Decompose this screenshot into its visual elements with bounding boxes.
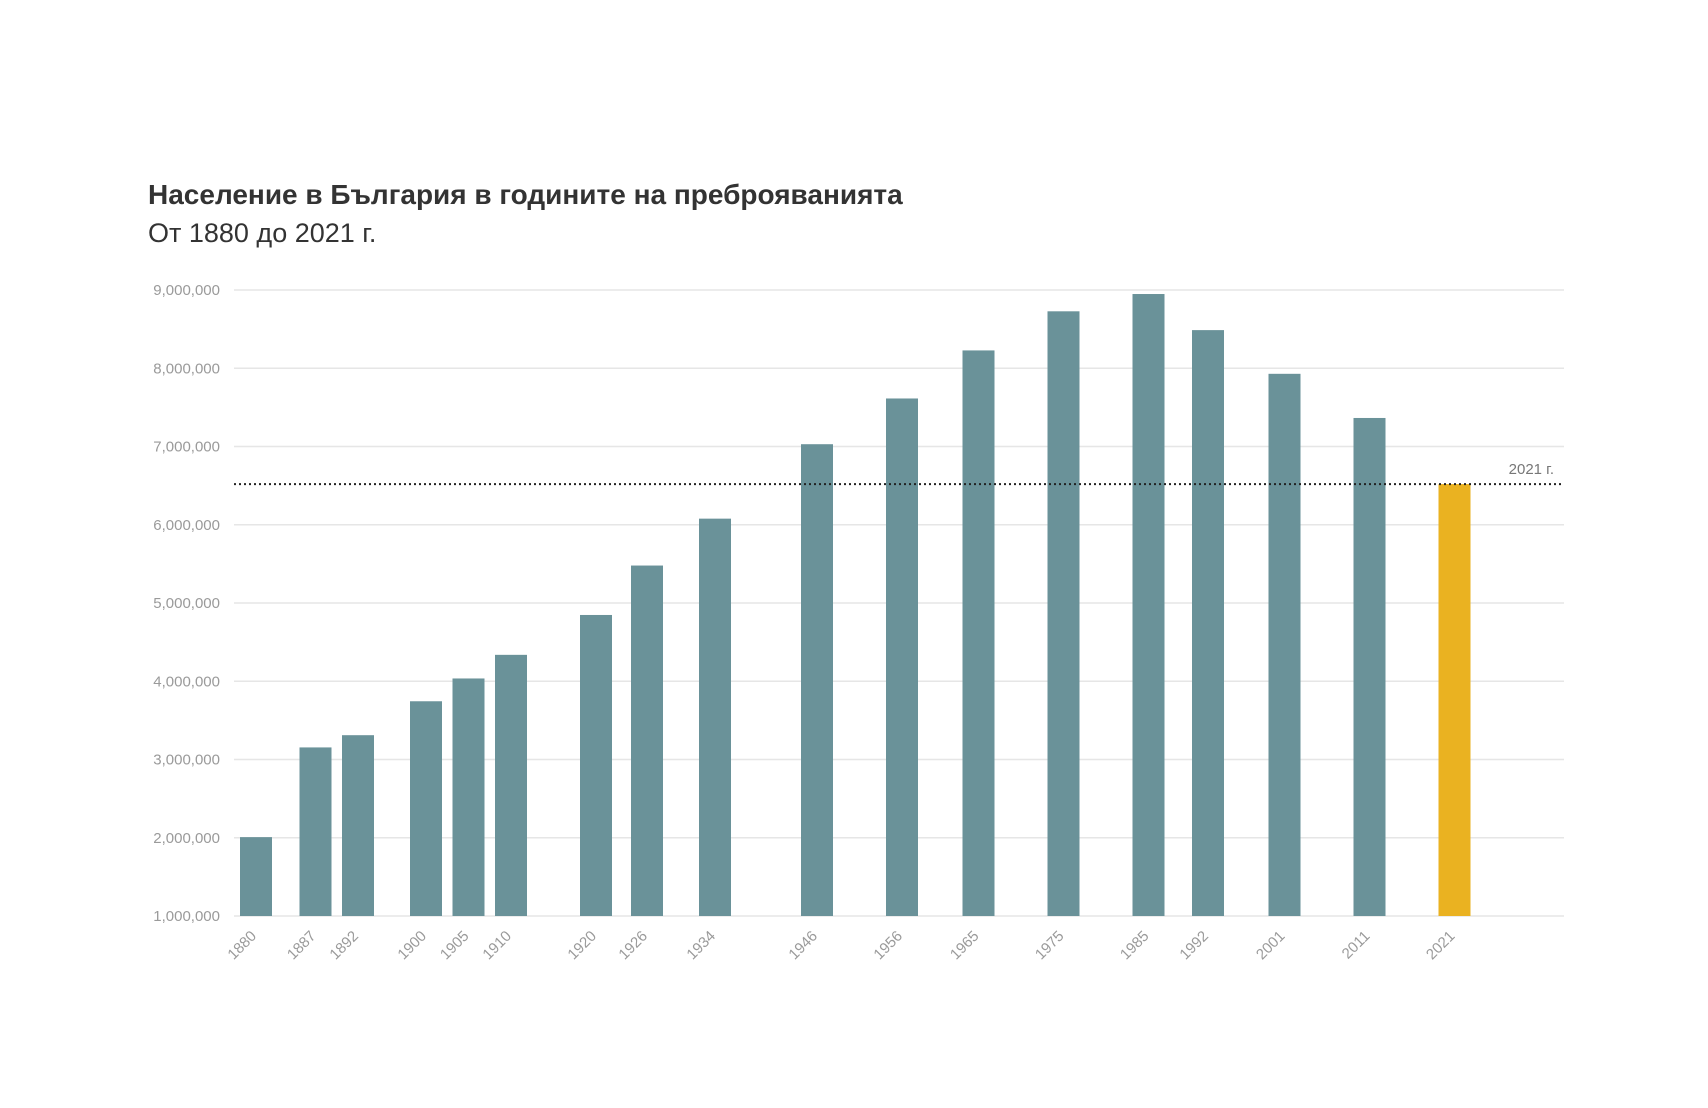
bar-1946 bbox=[801, 444, 833, 916]
bar-1905 bbox=[452, 678, 485, 916]
x-axis-tick-labels: 1880 1887 1892 1900 1905 1910 1920 1926 1934 1946… bbox=[224, 928, 1458, 964]
chart-title: Население в България в годините на пребр… bbox=[148, 179, 903, 210]
chart-subtitle: От 1880 до 2021 г. bbox=[148, 218, 377, 248]
x-tick-label: 1926 bbox=[615, 928, 651, 964]
bar-1892 bbox=[342, 735, 374, 916]
x-tick-label: 1880 bbox=[224, 928, 260, 964]
x-tick-label: 1965 bbox=[947, 928, 983, 964]
bar-1992 bbox=[1192, 330, 1224, 916]
bar-2011 bbox=[1353, 417, 1386, 916]
bar-1887 bbox=[299, 747, 332, 916]
y-axis-tick-labels: 1,000,000 2,000,000 3,000,000 4,000,000 5,00… bbox=[153, 282, 220, 925]
bar-1956 bbox=[886, 398, 918, 916]
bar-1900 bbox=[410, 701, 442, 916]
x-tick-label: 1956 bbox=[870, 928, 906, 964]
x-tick-label: 1975 bbox=[1032, 928, 1068, 964]
y-tick-label: 1,000,000 bbox=[153, 908, 220, 925]
x-tick-label: 1985 bbox=[1117, 928, 1153, 964]
bar-1880 bbox=[240, 837, 272, 916]
x-tick-label: 1905 bbox=[437, 928, 473, 964]
bar-1926 bbox=[631, 565, 663, 916]
bar-1910 bbox=[495, 654, 527, 916]
y-tick-label: 3,000,000 bbox=[153, 752, 220, 769]
y-tick-label: 2,000,000 bbox=[153, 830, 220, 847]
x-tick-label: 2011 bbox=[1339, 928, 1374, 963]
x-tick-label: 1992 bbox=[1176, 928, 1212, 964]
bar-1934 bbox=[699, 518, 731, 916]
x-tick-label: 2001 bbox=[1253, 928, 1289, 964]
y-tick-label: 9,000,000 bbox=[153, 282, 220, 299]
x-tick-label: 2021 bbox=[1423, 928, 1459, 964]
x-tick-label: 1920 bbox=[564, 928, 600, 964]
x-tick-label: 1910 bbox=[479, 928, 515, 964]
chart-header: Население в България в годините на пребр… bbox=[148, 178, 903, 250]
y-tick-label: 6,000,000 bbox=[153, 517, 220, 534]
x-tick-label: 1900 bbox=[394, 928, 430, 964]
y-tick-label: 7,000,000 bbox=[153, 439, 220, 456]
bar-1985 bbox=[1132, 294, 1165, 917]
bars bbox=[240, 294, 1471, 917]
x-tick-label: 1934 bbox=[683, 928, 719, 964]
y-tick-label: 8,000,000 bbox=[153, 360, 220, 377]
reference-line-label: 2021 г. bbox=[1509, 461, 1554, 478]
x-tick-label: 1946 bbox=[785, 928, 821, 964]
reference-line-group: 2021 г. bbox=[234, 461, 1564, 486]
y-tick-label: 5,000,000 bbox=[153, 595, 220, 612]
x-tick-label: 1887 bbox=[284, 928, 320, 964]
bar-1965 bbox=[962, 350, 995, 916]
bar-1920 bbox=[580, 614, 612, 916]
bar-2001 bbox=[1268, 373, 1301, 917]
bar-1975 bbox=[1047, 311, 1080, 917]
x-tick-label: 1892 bbox=[326, 928, 362, 964]
y-tick-label: 4,000,000 bbox=[153, 673, 220, 690]
bar-highlight-2021 bbox=[1438, 484, 1471, 916]
